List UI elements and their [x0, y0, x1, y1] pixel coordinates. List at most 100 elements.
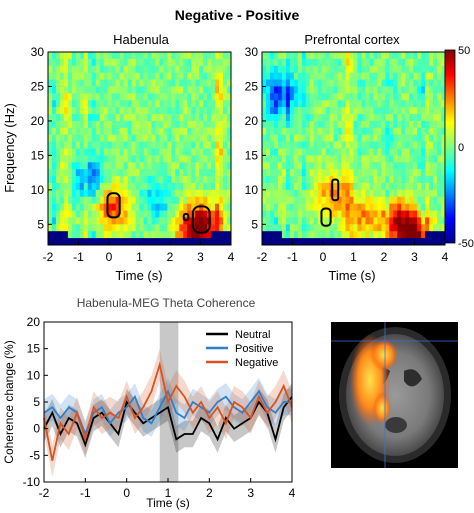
heatmap-cell	[207, 114, 212, 122]
heatmap-cell	[107, 72, 113, 80]
heatmap-cell	[397, 134, 402, 142]
heatmap-cell	[167, 72, 172, 80]
heatmap-cell	[437, 148, 442, 156]
heatmap-cell	[67, 148, 73, 156]
heatmap-cell	[413, 120, 418, 129]
heatmap-cell	[119, 141, 124, 149]
heatmap-cell	[365, 100, 370, 108]
heatmap-cell	[111, 86, 117, 94]
heatmap-cell	[441, 231, 446, 239]
heatmap-cell	[159, 72, 164, 80]
heatmap-cell	[393, 169, 398, 177]
heatmap-cell	[115, 231, 121, 239]
heatmap-cell	[211, 238, 216, 246]
heatmap-cell	[48, 217, 53, 225]
heatmap-cell	[103, 120, 109, 129]
heatmap-cell	[409, 189, 414, 198]
heatmap-cell	[433, 217, 438, 225]
heatmap-cell	[139, 169, 144, 177]
heatmap-cell	[123, 169, 128, 177]
heatmap-cell	[75, 72, 81, 80]
heatmap-cell	[59, 203, 65, 211]
heatmap-cell	[365, 86, 370, 94]
heatmap-cell	[425, 65, 430, 74]
heatmap-cell	[48, 58, 53, 67]
heatmap-cell	[401, 176, 406, 184]
heatmap-cell	[155, 72, 160, 80]
heatmap-cell	[203, 114, 208, 122]
heatmap-cell	[211, 120, 216, 129]
heatmap-cell	[409, 127, 414, 136]
heatmap-cell	[115, 120, 121, 129]
heatmap-cell	[67, 100, 73, 108]
heatmap-cell	[195, 217, 200, 225]
heatmap-cell	[281, 182, 287, 191]
heatmap-cell	[67, 52, 73, 60]
heatmap-cell	[155, 86, 160, 94]
heatmap-cell	[107, 86, 113, 94]
heatmap-cell	[265, 58, 271, 67]
heatmap-cell	[48, 52, 53, 60]
heatmap-cell	[377, 141, 382, 149]
heatmap-cell	[143, 79, 148, 87]
heatmap-cell	[111, 100, 117, 108]
heatmap-cell	[405, 86, 410, 94]
heatmap-cell	[285, 176, 291, 184]
heatmap-cell	[215, 203, 220, 211]
heatmap-cell	[317, 155, 323, 163]
heatmap-cell	[183, 196, 188, 205]
significant-cluster-outline	[331, 178, 340, 202]
x-axis-ticks: -2 -1 0 1 2 3 4	[39, 478, 296, 500]
heatmap-cell	[203, 224, 208, 232]
heatmap-cell	[51, 231, 57, 239]
heatmap-cell	[369, 114, 374, 122]
heatmap-cell	[269, 217, 275, 225]
heatmap-cell	[123, 162, 128, 170]
heatmap-cell	[297, 217, 303, 225]
heatmap-cell	[199, 72, 204, 80]
heatmap-cell	[389, 72, 394, 80]
heatmap-cell	[115, 203, 121, 211]
heatmap-cell	[265, 72, 271, 80]
y-tick-label: 0	[33, 422, 40, 436]
heatmap-cell	[425, 217, 430, 225]
heatmap-cell	[337, 182, 342, 191]
heatmap-cell	[329, 93, 335, 101]
heatmap-cell	[187, 86, 192, 94]
heatmap-cell	[409, 182, 414, 191]
heatmap-cell	[265, 148, 271, 156]
heatmap-cell	[123, 100, 128, 108]
heatmap-cell	[71, 52, 77, 60]
heatmap-cell	[345, 224, 350, 232]
heatmap-cell	[163, 134, 168, 142]
heatmap-cell	[313, 65, 319, 74]
heatmap-cell	[325, 52, 331, 60]
heatmap-cell	[385, 224, 390, 232]
heatmap-cell	[301, 72, 307, 80]
heatmap-cell	[437, 134, 442, 142]
heatmap-cell	[107, 100, 113, 108]
heatmap-cell	[107, 141, 113, 149]
heatmap-cell	[321, 217, 327, 225]
heatmap-cell	[333, 203, 338, 211]
heatmap-cell	[341, 196, 346, 205]
heatmap-cell	[397, 238, 402, 246]
heatmap-cell	[313, 169, 319, 177]
heatmap-cell	[215, 148, 220, 156]
heatmap-cell	[405, 148, 410, 156]
heatmap-cell	[389, 79, 394, 87]
heatmap-cell	[71, 79, 77, 87]
heatmap-cell	[293, 176, 299, 184]
heatmap-cell	[305, 169, 311, 177]
heatmap-cell	[179, 100, 184, 108]
x-tick-label: 2	[381, 250, 388, 264]
heatmap-cell	[199, 182, 204, 191]
heatmap-cell	[67, 217, 73, 225]
heatmap-cell	[321, 231, 327, 239]
heatmap-cell	[285, 231, 291, 239]
heatmap-cell	[99, 58, 105, 67]
heatmap-cell	[313, 155, 319, 163]
heatmap-cell	[215, 100, 220, 108]
heatmap-cell	[151, 134, 156, 142]
